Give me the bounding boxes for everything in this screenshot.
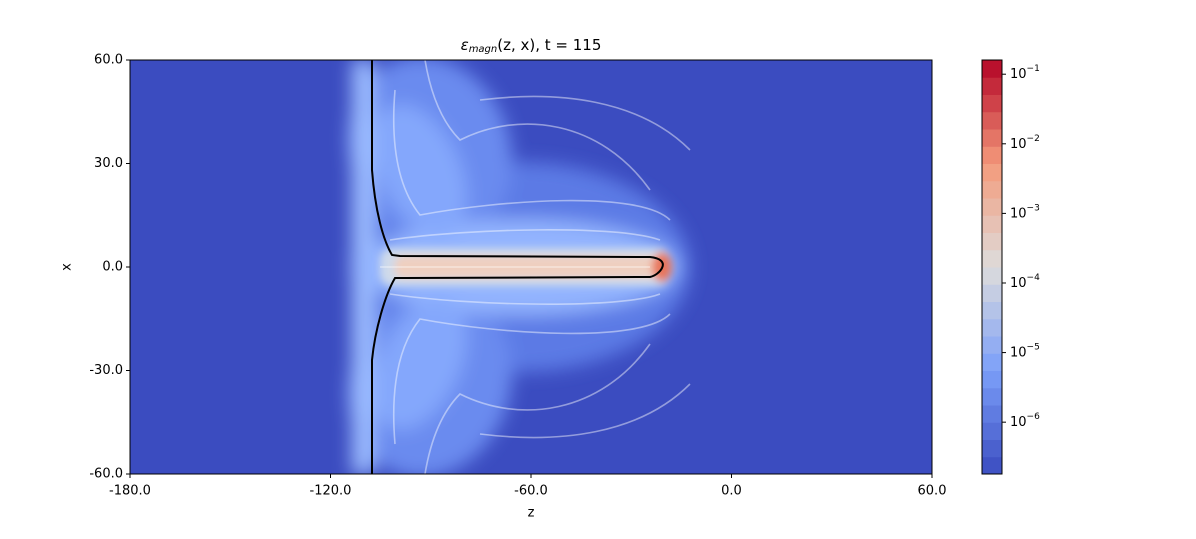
colorbar-band — [982, 405, 1002, 423]
y-tick-label: -60.0 — [89, 467, 123, 482]
colorbar-tick-base: 10 — [1010, 345, 1027, 360]
field — [130, 60, 932, 474]
x-tick-label: 60.0 — [918, 484, 947, 499]
colorbar-band — [982, 422, 1002, 440]
title-subscript: magn — [469, 44, 498, 55]
x-tick-label: -60.0 — [514, 484, 548, 499]
colorbar-tick-exponent: −1 — [1027, 64, 1040, 74]
colorbar-tick-exponent: −2 — [1027, 133, 1040, 143]
y-axis-label: x — [60, 263, 75, 271]
colorbar-band — [982, 267, 1002, 285]
colorbar-tick-label: 10−2 — [1010, 133, 1040, 151]
colorbar-band — [982, 198, 1002, 216]
colorbar-tick-label: 10−3 — [1010, 203, 1040, 221]
colorbar-band — [982, 456, 1002, 475]
colorbar-tick-label: 10−1 — [1010, 64, 1040, 82]
colorbar-band — [982, 215, 1002, 233]
title-symbol: ε — [461, 36, 469, 54]
colorbar-band — [982, 129, 1002, 147]
colorbar-frame — [981, 59, 1003, 475]
colorbar-tick-exponent: −3 — [1027, 203, 1040, 213]
colorbar-band — [982, 180, 1002, 199]
title-rest: (z, x), t = 115 — [497, 36, 601, 54]
colorbar-band — [982, 370, 1002, 389]
y-tick-label: 0.0 — [102, 260, 123, 275]
y-tick-label: 30.0 — [94, 156, 123, 171]
x-axis-label: z — [528, 506, 535, 521]
y-tick-label: -30.0 — [89, 363, 123, 378]
colorbar-tick-label: 10−4 — [1010, 272, 1040, 290]
colorbar-band — [982, 301, 1002, 320]
colorbar-band — [982, 387, 1002, 406]
colorbar-band — [982, 77, 1002, 95]
colorbar-tick-label: 10−6 — [1010, 412, 1040, 430]
colorbar-band — [982, 163, 1002, 182]
colorbar-band — [982, 146, 1002, 164]
colorbar-tick-base: 10 — [1010, 136, 1027, 151]
colorbar-tick-base: 10 — [1010, 415, 1027, 430]
colorbar-tick-exponent: −4 — [1027, 272, 1041, 282]
colorbar-band — [982, 318, 1002, 337]
colorbar-tick-exponent: −6 — [1027, 412, 1041, 422]
colorbar-tick-exponent: −5 — [1027, 342, 1040, 352]
colorbar-band — [982, 94, 1002, 113]
colorbar-band — [982, 439, 1002, 458]
y-tick-label: 60.0 — [94, 53, 123, 68]
colorbar-band — [982, 336, 1002, 354]
colorbar-band — [982, 284, 1002, 302]
colorbar-tick-label: 10−5 — [1010, 342, 1040, 360]
x-tick-label: -120.0 — [310, 484, 352, 499]
colorbar-tick-base: 10 — [1010, 206, 1027, 221]
chart-title: εmagn(z, x), t = 115 — [461, 36, 602, 56]
colorbar-tick-base: 10 — [1010, 275, 1027, 290]
colorbar-band — [982, 249, 1002, 268]
colorbar-band — [982, 111, 1002, 130]
x-tick-label: 0.0 — [721, 484, 742, 499]
colorbar-tick-base: 10 — [1010, 67, 1027, 82]
x-tick-label: -180.0 — [109, 484, 151, 499]
colorbar-band — [982, 60, 1002, 78]
colorbar-band — [982, 232, 1002, 251]
colorbar-band — [982, 353, 1002, 371]
